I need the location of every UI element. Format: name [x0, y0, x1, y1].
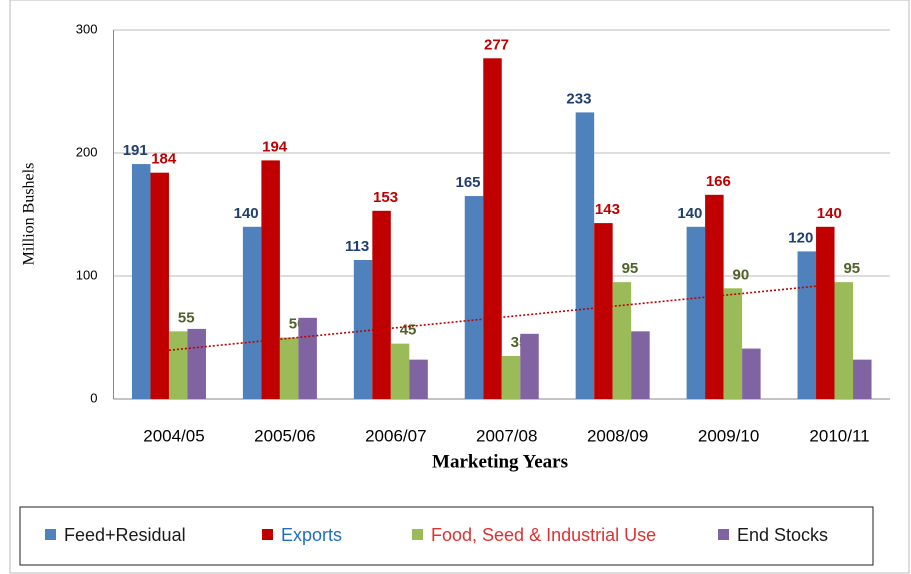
legend-box	[19, 506, 874, 566]
data-label: 90	[733, 266, 750, 283]
data-label: 153	[373, 189, 398, 206]
bar	[816, 226, 835, 399]
bar	[150, 172, 169, 399]
legend-label: Feed+Residual	[64, 525, 186, 545]
bar	[390, 343, 410, 399]
data-label: 191	[123, 142, 148, 159]
bar	[131, 164, 151, 399]
data-label: 277	[484, 36, 509, 53]
bar	[742, 348, 761, 399]
x-tick-label: 2005/06	[254, 426, 315, 445]
data-label: 166	[706, 173, 731, 190]
y-tick-label: 100	[76, 267, 98, 282]
bar	[834, 282, 854, 399]
bar	[853, 359, 872, 399]
trend-line	[168, 283, 835, 352]
data-label: 113	[345, 238, 369, 255]
legend-label: Exports	[281, 525, 342, 545]
bar	[242, 226, 262, 399]
y-tick-label: 300	[76, 21, 98, 36]
x-axis-label: Marketing Years	[432, 451, 568, 472]
legend-label: End Stocks	[737, 525, 828, 545]
bar	[353, 260, 373, 399]
data-label: 184	[151, 151, 177, 168]
bar	[686, 226, 706, 399]
bar	[187, 328, 206, 399]
bar	[464, 196, 484, 399]
x-tick-label: 2010/11	[809, 426, 869, 445]
bar	[594, 223, 613, 399]
data-label: 140	[234, 205, 259, 222]
bar	[409, 359, 428, 399]
y-tick-label: 200	[76, 144, 98, 159]
y-axis-label: Million Bushels	[21, 163, 38, 266]
y-tick-label: 0	[90, 390, 97, 405]
x-tick-label: 2009/10	[698, 426, 759, 445]
bar	[483, 58, 502, 399]
legend-label: Food, Seed & Industrial Use	[431, 525, 656, 545]
legend-swatch	[412, 529, 423, 540]
x-tick-label: 2007/08	[476, 426, 537, 445]
bar	[797, 251, 817, 399]
data-label: 45	[400, 322, 417, 339]
bar	[705, 194, 724, 399]
x-tick-label: 2006/07	[365, 426, 426, 445]
bar	[168, 331, 188, 399]
data-label: 140	[817, 205, 842, 222]
legend-swatch	[718, 529, 729, 540]
data-label: 194	[262, 138, 288, 155]
bar	[298, 317, 317, 399]
bar	[261, 160, 280, 399]
legend-swatch	[262, 529, 273, 540]
bar	[372, 210, 391, 399]
data-label: 140	[677, 205, 702, 222]
data-label: 95	[843, 260, 860, 277]
bar	[279, 337, 299, 399]
data-label: 55	[178, 309, 195, 326]
bar	[612, 282, 632, 399]
x-tick-label: 2008/09	[587, 426, 648, 445]
data-label: 143	[595, 201, 620, 218]
bar	[631, 331, 650, 399]
x-tick-label: 2004/05	[143, 426, 204, 445]
bar	[723, 288, 743, 399]
data-label: 120	[788, 229, 813, 246]
bar	[575, 112, 595, 399]
bar	[520, 333, 539, 399]
data-label: 165	[455, 174, 480, 191]
legend-swatch	[45, 529, 56, 540]
bar	[501, 355, 521, 399]
data-label: 233	[566, 90, 591, 107]
data-label: 95	[622, 260, 639, 277]
